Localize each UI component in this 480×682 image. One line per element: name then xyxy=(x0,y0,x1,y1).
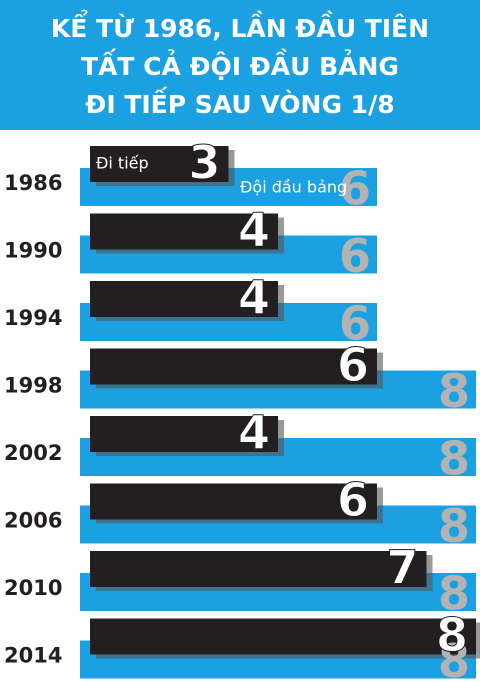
value-label: 8 xyxy=(438,567,470,621)
bar xyxy=(90,281,278,317)
value-label: 6 xyxy=(339,229,371,283)
value-label: 8 xyxy=(438,499,470,553)
value-label: 6 xyxy=(337,338,369,392)
value-label: 6 xyxy=(339,162,371,216)
value-label: 8 xyxy=(436,608,468,662)
y-tick-label: 2006 xyxy=(4,509,62,533)
bar xyxy=(90,618,476,655)
legend-label: Đi tiếp xyxy=(96,154,149,173)
y-tick-label: 2002 xyxy=(4,441,62,465)
y-tick-label: 1990 xyxy=(4,239,62,263)
bar xyxy=(90,213,278,250)
value-label: 6 xyxy=(337,473,369,527)
chart-title: ĐI TIẾP SAU VÒNG 1/8 xyxy=(85,86,394,119)
bar xyxy=(90,551,427,587)
value-label: 4 xyxy=(238,271,270,325)
value-label: 4 xyxy=(238,203,270,257)
bar xyxy=(90,483,377,520)
chart-title: TẤT CẢ ĐỘI ĐẦU BẢNG xyxy=(81,48,399,81)
value-label: 3 xyxy=(188,136,220,190)
legend-label: Đội đầu bảng xyxy=(240,178,347,197)
value-label: 8 xyxy=(438,432,470,486)
value-label: 8 xyxy=(438,634,470,682)
chart-title: KỂ TỪ 1986, LẦN ĐẦU TIÊN xyxy=(51,9,429,43)
y-tick-label: 2014 xyxy=(4,644,62,668)
y-tick-label: 2010 xyxy=(4,576,62,600)
title-background xyxy=(0,0,480,130)
bar xyxy=(90,348,377,385)
value-label: 8 xyxy=(438,364,470,418)
bar xyxy=(90,416,278,452)
y-tick-label: 1986 xyxy=(4,171,62,195)
value-label: 7 xyxy=(386,541,418,595)
y-tick-label: 1994 xyxy=(4,306,62,330)
y-tick-label: 1998 xyxy=(4,374,62,398)
value-label: 4 xyxy=(238,406,270,460)
value-label: 6 xyxy=(339,297,371,351)
bar xyxy=(90,146,229,182)
